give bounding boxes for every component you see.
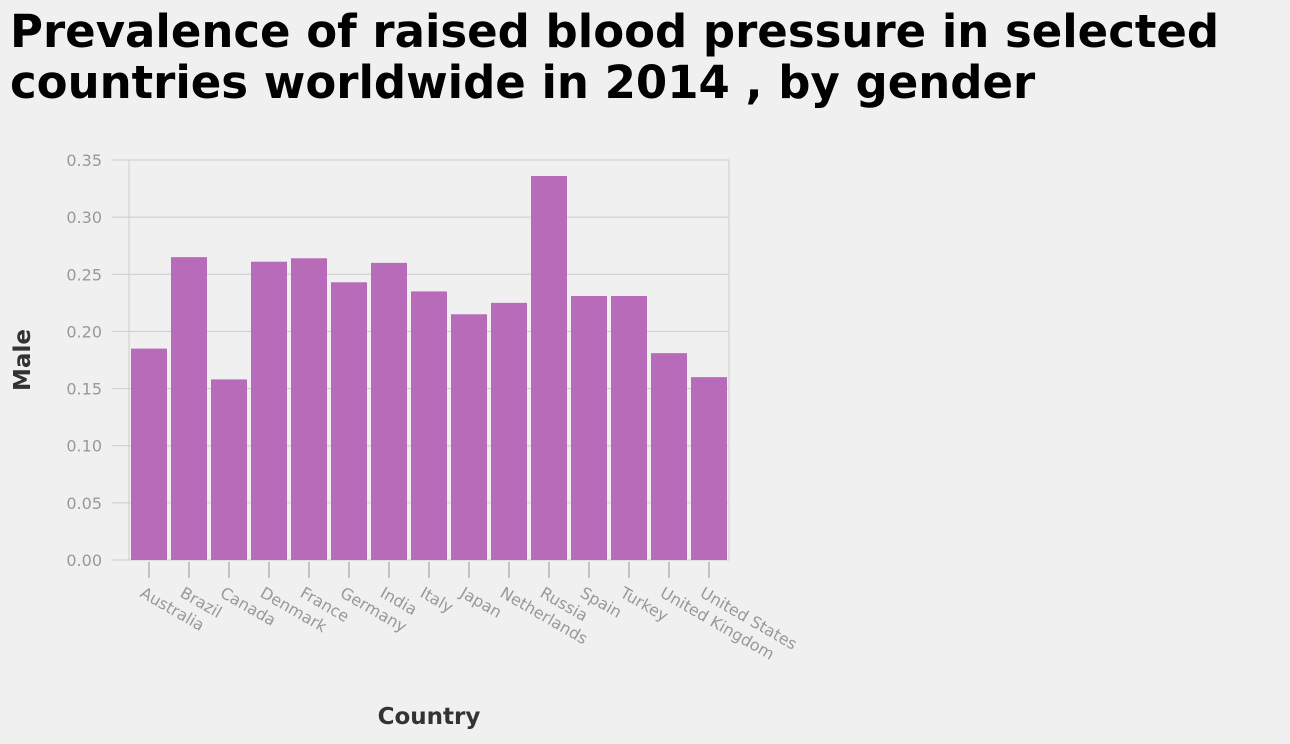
bar-spain xyxy=(571,296,607,560)
bar-denmark xyxy=(251,261,287,560)
x-tick-label: Italy xyxy=(417,583,457,617)
y-tick-label: 0.30 xyxy=(66,208,102,227)
y-tick-label: 0.05 xyxy=(66,494,102,513)
y-tick-label: 0.25 xyxy=(66,265,102,284)
bar-japan xyxy=(451,314,487,560)
bar-brazil xyxy=(171,257,207,560)
bar-canada xyxy=(211,379,247,560)
bar-united-kingdom xyxy=(651,353,687,560)
bar-turkey xyxy=(611,296,647,560)
bar-germany xyxy=(331,282,367,560)
bar-australia xyxy=(131,348,167,560)
chart-title: Prevalence of raised blood pressure in s… xyxy=(10,5,1220,109)
bar-india xyxy=(371,262,407,560)
y-tick-label: 0.10 xyxy=(66,437,102,456)
y-tick-label: 0.00 xyxy=(66,551,102,570)
bar-united-states xyxy=(691,377,727,560)
x-tick-label: Japan xyxy=(456,583,505,622)
x-axis-label: Country xyxy=(377,704,481,730)
y-tick-label: 0.20 xyxy=(66,322,102,341)
bar-netherlands xyxy=(491,302,527,560)
y-tick-label: 0.15 xyxy=(66,380,102,399)
y-tick-label: 0.35 xyxy=(66,151,102,170)
bar-france xyxy=(291,258,327,560)
bar-russia xyxy=(531,176,567,560)
bar-italy xyxy=(411,291,447,560)
